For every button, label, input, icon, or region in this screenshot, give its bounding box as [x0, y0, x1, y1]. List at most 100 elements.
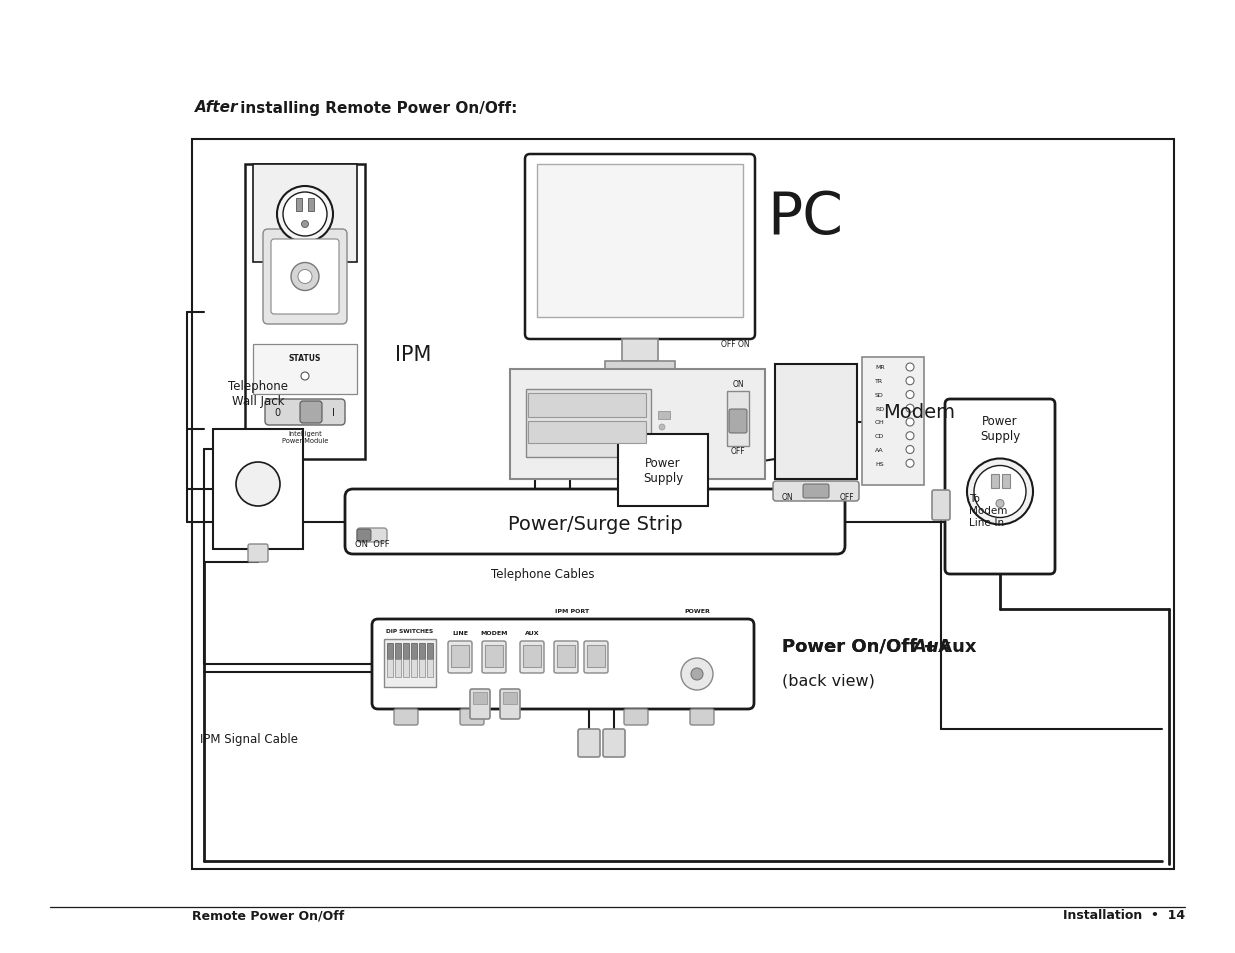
Bar — [529, 394, 646, 417]
Circle shape — [291, 263, 319, 292]
Text: STATUS: STATUS — [289, 355, 321, 363]
Text: Power
Supply: Power Supply — [643, 456, 683, 484]
Bar — [526, 390, 651, 457]
Bar — [862, 357, 924, 485]
Circle shape — [283, 193, 327, 236]
Bar — [776, 365, 857, 479]
Text: OFF: OFF — [731, 447, 745, 456]
Text: PC: PC — [767, 189, 844, 246]
Bar — [384, 639, 436, 687]
Text: IPM Signal Cable: IPM Signal Cable — [200, 733, 298, 745]
Bar — [253, 345, 357, 395]
FancyBboxPatch shape — [945, 399, 1055, 575]
Circle shape — [906, 364, 914, 372]
FancyBboxPatch shape — [270, 240, 338, 314]
Bar — [618, 435, 708, 506]
Text: I: I — [331, 408, 335, 417]
FancyBboxPatch shape — [603, 729, 625, 758]
Bar — [387, 643, 393, 659]
Circle shape — [301, 221, 309, 229]
Bar — [212, 430, 303, 550]
Bar — [529, 421, 646, 443]
FancyBboxPatch shape — [263, 230, 347, 325]
Circle shape — [906, 433, 914, 440]
FancyBboxPatch shape — [482, 641, 506, 673]
Bar — [403, 659, 409, 678]
FancyBboxPatch shape — [584, 641, 608, 673]
Text: MODEM: MODEM — [480, 631, 508, 636]
Bar — [485, 645, 503, 667]
Text: AUX: AUX — [525, 631, 540, 636]
Bar — [1002, 474, 1010, 488]
Text: IPM PORT: IPM PORT — [555, 609, 589, 614]
FancyBboxPatch shape — [357, 530, 370, 541]
FancyBboxPatch shape — [372, 619, 755, 709]
Text: HS: HS — [876, 461, 883, 466]
Text: Installation  •  14: Installation • 14 — [1063, 908, 1186, 922]
Circle shape — [906, 446, 914, 454]
Bar — [727, 392, 748, 447]
Bar — [253, 165, 357, 263]
FancyBboxPatch shape — [300, 401, 322, 423]
Text: TR: TR — [876, 379, 883, 384]
Bar — [622, 339, 658, 361]
Text: IPM: IPM — [395, 345, 431, 365]
FancyBboxPatch shape — [578, 729, 600, 758]
FancyBboxPatch shape — [394, 709, 417, 725]
Circle shape — [692, 668, 703, 680]
Text: Telephone Cables: Telephone Cables — [492, 568, 595, 581]
Text: Modem: Modem — [883, 402, 955, 421]
Text: LINE: LINE — [452, 631, 468, 636]
FancyBboxPatch shape — [690, 709, 714, 725]
Circle shape — [277, 187, 333, 243]
Circle shape — [906, 391, 914, 399]
Bar — [395, 659, 401, 678]
FancyBboxPatch shape — [520, 641, 543, 673]
Text: Power
Supply: Power Supply — [979, 415, 1020, 442]
Bar — [522, 645, 541, 667]
Bar — [557, 645, 576, 667]
Bar — [419, 643, 425, 659]
FancyBboxPatch shape — [248, 544, 268, 562]
FancyBboxPatch shape — [459, 709, 484, 725]
FancyBboxPatch shape — [555, 641, 578, 673]
Bar — [587, 645, 605, 667]
Text: POWER: POWER — [684, 609, 710, 614]
FancyBboxPatch shape — [500, 689, 520, 720]
Text: SD: SD — [876, 393, 884, 397]
Bar — [411, 643, 417, 659]
Bar — [296, 199, 303, 212]
Bar — [191, 140, 1174, 869]
Bar — [387, 659, 393, 678]
Text: ON: ON — [732, 380, 743, 389]
Circle shape — [680, 659, 713, 690]
FancyBboxPatch shape — [729, 410, 747, 434]
Text: ON: ON — [782, 493, 793, 502]
Text: Aux: Aux — [911, 638, 951, 656]
Text: OH: OH — [876, 420, 884, 425]
Text: To
Modem
Line-In: To Modem Line-In — [969, 494, 1008, 527]
Circle shape — [906, 405, 914, 413]
Circle shape — [906, 377, 914, 385]
FancyBboxPatch shape — [773, 481, 860, 501]
Circle shape — [659, 424, 664, 431]
Bar — [395, 643, 401, 659]
Text: (back view): (back view) — [782, 673, 874, 688]
Bar — [658, 412, 671, 419]
Bar — [537, 165, 743, 317]
Text: After: After — [195, 100, 238, 115]
Circle shape — [995, 500, 1004, 508]
Circle shape — [301, 373, 309, 380]
Text: OFF ON: OFF ON — [721, 340, 750, 349]
Bar — [510, 370, 764, 479]
Circle shape — [298, 271, 312, 284]
Text: 0: 0 — [274, 408, 280, 417]
FancyBboxPatch shape — [471, 689, 490, 720]
FancyBboxPatch shape — [266, 399, 345, 426]
Bar — [503, 692, 517, 704]
Bar — [403, 643, 409, 659]
Bar — [605, 361, 676, 372]
Bar — [427, 643, 433, 659]
FancyBboxPatch shape — [525, 154, 755, 339]
Bar — [419, 659, 425, 678]
